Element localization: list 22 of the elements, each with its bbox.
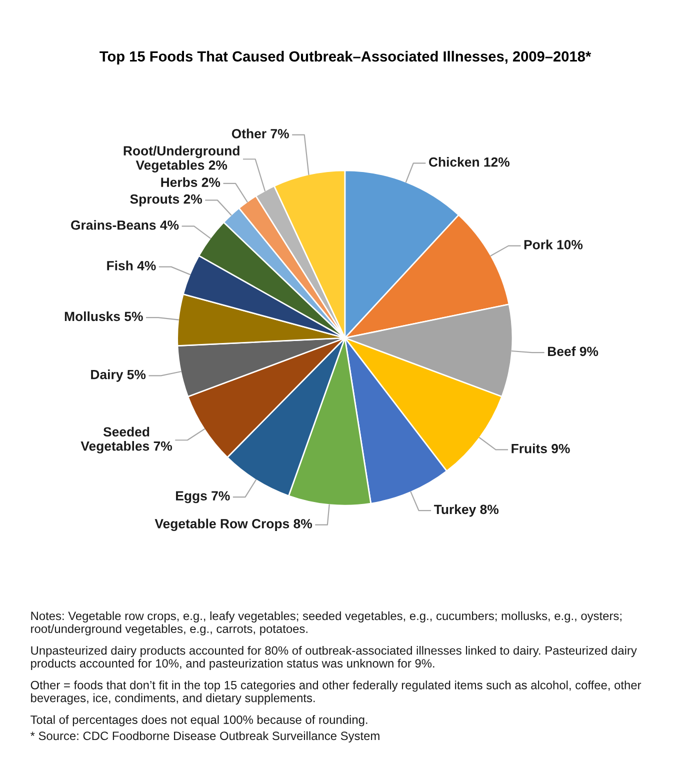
slice-label: Dairy 5% (91, 370, 146, 382)
slice-label: Sprouts 2% (130, 194, 202, 206)
slice-label: Fruits 9% (512, 444, 570, 454)
slice-label: Mollusks 5% (64, 311, 143, 322)
slice-label: Beef 9% (548, 346, 598, 356)
slice-label: Root/Underground Vegetables 2% (124, 146, 240, 172)
text: * Source: CDC Foodborne Disease Outbreak Surveillance System (30, 731, 380, 742)
text: Other = foods that don’t fit in the top 15 categories and other federally regulated items such as alcohol, coffee, other beverages, ice, condiments, and dietary supplements. (30, 680, 642, 705)
slice-label: Seeded Vegetables 7% (80, 426, 172, 454)
slice-label: Eggs 7% (176, 491, 230, 504)
slice-label: Grains-Beans 4% (71, 220, 179, 230)
text: Unpasteurized dairy products accounted for 80% of outbreak-associated illnesses linked to dairy. Pasteurized dairy products accounted for 10%, and pasteurization status was unknown for 9%. (31, 646, 637, 670)
slice-label: Turkey 8% (434, 504, 499, 517)
slice-label: Other 7% (232, 128, 289, 138)
text: Total of percentages does not equal 100% because of rounding. (30, 715, 368, 726)
slice-label: Herbs 2% (161, 177, 220, 187)
chart-title: Top 15 Foods That Caused Outbreak–Associated Illnesses, 2009–2018* (100, 50, 592, 64)
slice-label: Vegetable Row Crops 8% (154, 518, 312, 532)
slice-label: Chicken 12% (428, 157, 510, 167)
text: Notes: Vegetable row crops, e.g., leafy vegetables; seeded vegetables, e.g., cucumbers; mollusks, e.g., oysters; root/underground vegetables, e.g., carrots, potatoes. (31, 611, 622, 636)
slice-label: Fish 4% (107, 260, 156, 270)
slice-label: Pork 10% (524, 240, 583, 250)
